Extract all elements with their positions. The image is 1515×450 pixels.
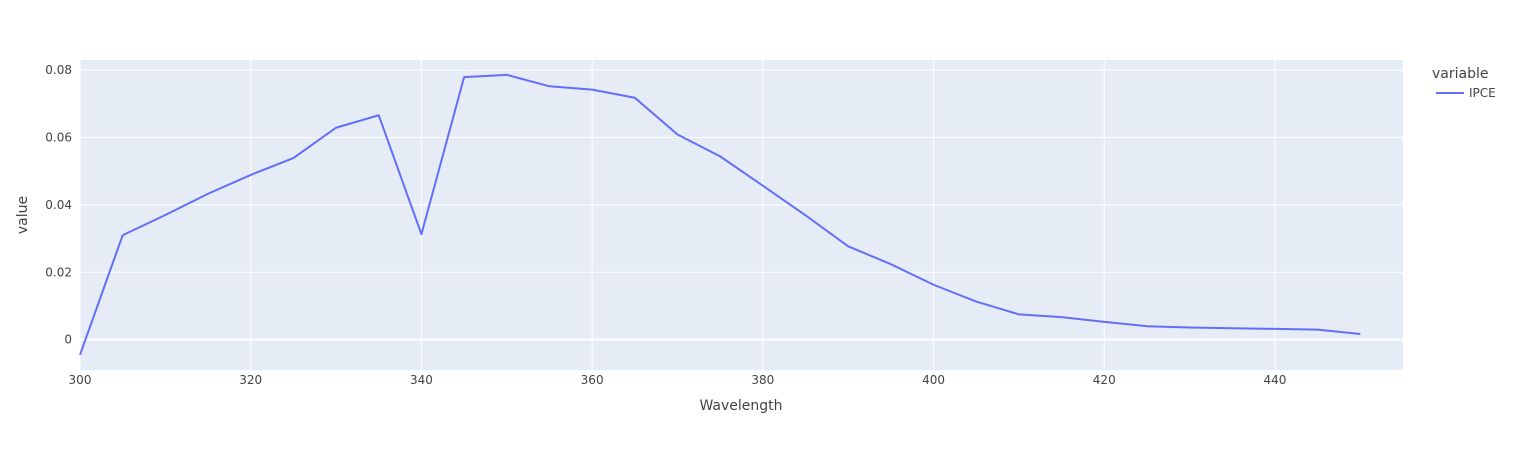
x-tick-label: 420 <box>1093 373 1116 387</box>
y-tick-label: 0.04 <box>45 198 72 212</box>
plot-background <box>80 60 1403 370</box>
series-line-ipce[interactable] <box>79 73 1361 356</box>
legend-item-ipce[interactable]: IPCE <box>1436 86 1496 100</box>
legend-title: variable <box>1432 66 1488 82</box>
legend-label: IPCE <box>1469 86 1496 100</box>
x-axis-title: Wavelength <box>699 398 782 414</box>
x-tick-label: 360 <box>581 373 604 387</box>
series-layer <box>79 73 1361 356</box>
x-tick-label: 300 <box>69 373 92 387</box>
x-tick-label: 380 <box>751 373 774 387</box>
y-axis-title: value <box>15 196 31 234</box>
x-tick-label: 400 <box>922 373 945 387</box>
x-tick-label: 340 <box>410 373 433 387</box>
grid-lines <box>79 60 1403 370</box>
x-tick-label: 440 <box>1264 373 1287 387</box>
x-tick-label: 320 <box>239 373 262 387</box>
y-tick-label: 0 <box>64 333 72 347</box>
y-tick-label: 0.06 <box>45 131 72 145</box>
y-tick-label: 0.02 <box>45 265 72 279</box>
x-axis-ticks: 300 320 340 360 380 400 420 440 <box>69 373 1287 387</box>
legend[interactable]: variable IPCE <box>1432 66 1496 100</box>
y-axis-ticks: 0 0.02 0.04 0.06 0.08 <box>45 63 72 347</box>
y-tick-label: 0.08 <box>45 63 72 77</box>
